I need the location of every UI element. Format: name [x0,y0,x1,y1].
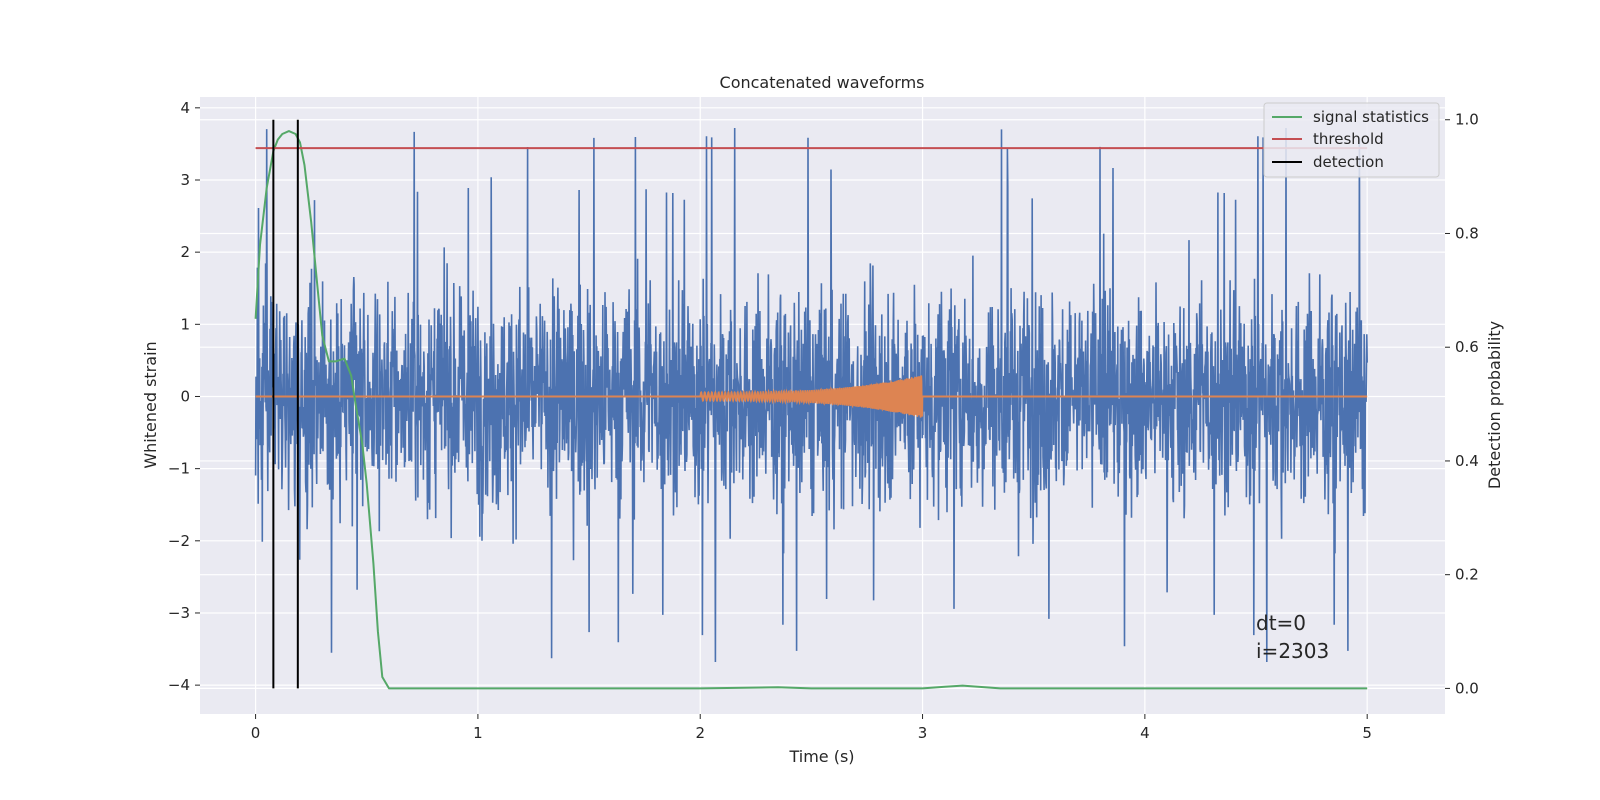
strain-series-line [254,127,1368,663]
legend: signal statistics threshold detection [1263,102,1440,178]
y-left-tick-label: 0 [180,387,190,405]
y-left-tick-label: −4 [168,676,190,694]
y-right-tick-label: 1.0 [1455,111,1479,129]
y-axis-right-label: Detection probability [1485,321,1504,489]
signal-statistics-line [254,130,1368,690]
injection-chirp-line [699,375,924,418]
y-right-tick-label: 0.0 [1455,679,1479,697]
x-tick-label: 1 [473,724,483,742]
x-tick-label: 2 [695,724,705,742]
legend-label-threshold: threshold [1313,130,1384,148]
y-right-tick-label: 0.6 [1455,338,1479,356]
x-tick-label: 0 [251,724,261,742]
y-left-tick-label: −3 [168,604,190,622]
y-right-tick-label: 0.4 [1455,452,1479,470]
annotation-dt: dt=0 [1256,611,1306,635]
legend-box [1263,102,1440,178]
legend-label-signal-statistics: signal statistics [1313,108,1429,126]
y-axis-left-label: Whitened strain [141,341,160,468]
x-tick-label: 5 [1362,724,1372,742]
x-tick-label: 3 [918,724,928,742]
x-tick-label: 4 [1140,724,1150,742]
data-layer [254,119,1368,690]
legend-label-detection: detection [1313,153,1384,171]
y-left-tick-label: 4 [180,99,190,117]
y-right-tick-label: 0.8 [1455,224,1479,242]
y-left-tick-label: 2 [180,243,190,261]
y-left-tick-label: −1 [168,460,190,478]
y-right-tick-label: 0.2 [1455,566,1479,584]
chart-title: Concatenated waveforms [720,73,925,92]
x-axis-label: Time (s) [788,747,854,766]
annotation-index: i=2303 [1256,639,1329,663]
y-left-tick-label: 3 [180,171,190,189]
y-left-tick-label: 1 [180,315,190,333]
tick-layer: 0 1 2 3 4 5 −4 −3 −2 −1 0 1 2 3 4 0.0 0.2 0.4 0.6 0.8 1.0 [168,99,1479,742]
y-left-tick-label: −2 [168,532,190,550]
